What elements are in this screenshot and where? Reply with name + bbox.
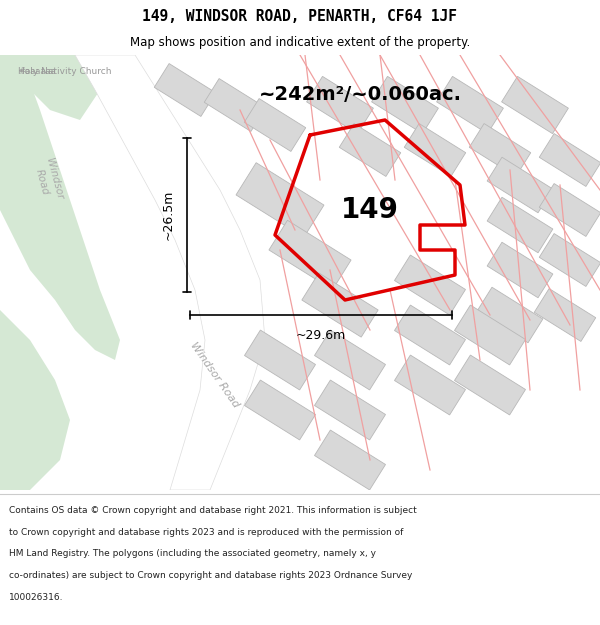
Polygon shape [269, 220, 351, 290]
Text: 100026316.: 100026316. [9, 592, 64, 602]
Text: HM Land Registry. The polygons (including the associated geometry, namely x, y: HM Land Registry. The polygons (includin… [9, 549, 376, 558]
Polygon shape [302, 273, 378, 337]
Polygon shape [75, 55, 265, 490]
Text: Contains OS data © Crown copyright and database right 2021. This information is : Contains OS data © Crown copyright and d… [9, 506, 417, 515]
Text: Holy Nativity Church: Holy Nativity Church [18, 68, 112, 76]
Polygon shape [534, 289, 596, 341]
Polygon shape [404, 124, 466, 176]
Polygon shape [236, 162, 324, 238]
Text: ~26.5m: ~26.5m [162, 190, 175, 240]
Polygon shape [204, 79, 266, 131]
Text: #aaaaaa: #aaaaaa [18, 68, 56, 76]
Text: Map shows position and indicative extent of the property.: Map shows position and indicative extent… [130, 36, 470, 49]
Polygon shape [487, 198, 553, 252]
Polygon shape [502, 76, 568, 134]
Text: Windsor
Road: Windsor Road [32, 157, 64, 203]
Polygon shape [539, 134, 600, 186]
Text: 149, WINDSOR ROAD, PENARTH, CF64 1JF: 149, WINDSOR ROAD, PENARTH, CF64 1JF [143, 9, 458, 24]
Polygon shape [539, 184, 600, 236]
Polygon shape [394, 355, 466, 415]
Polygon shape [394, 255, 466, 315]
Polygon shape [244, 380, 316, 440]
Polygon shape [0, 310, 70, 490]
Polygon shape [0, 55, 100, 120]
Polygon shape [307, 76, 373, 134]
Polygon shape [154, 64, 216, 116]
Polygon shape [477, 288, 543, 342]
Polygon shape [244, 330, 316, 390]
Polygon shape [339, 124, 401, 176]
Polygon shape [394, 305, 466, 365]
Polygon shape [314, 380, 386, 440]
Text: co-ordinates) are subject to Crown copyright and database rights 2023 Ordnance S: co-ordinates) are subject to Crown copyr… [9, 571, 412, 580]
Polygon shape [437, 76, 503, 134]
Polygon shape [454, 305, 526, 365]
Text: ~29.6m: ~29.6m [296, 329, 346, 342]
Polygon shape [469, 124, 531, 176]
Polygon shape [314, 430, 386, 490]
Polygon shape [0, 55, 120, 360]
Polygon shape [454, 355, 526, 415]
Polygon shape [244, 99, 306, 151]
Text: to Crown copyright and database rights 2023 and is reproduced with the permissio: to Crown copyright and database rights 2… [9, 528, 403, 537]
Polygon shape [487, 242, 553, 298]
Text: Windsor Road: Windsor Road [189, 341, 241, 409]
Text: 149: 149 [341, 196, 399, 224]
Polygon shape [487, 158, 553, 212]
Polygon shape [314, 330, 386, 390]
Polygon shape [371, 76, 439, 134]
Polygon shape [539, 234, 600, 286]
Text: ~242m²/~0.060ac.: ~242m²/~0.060ac. [259, 86, 461, 104]
